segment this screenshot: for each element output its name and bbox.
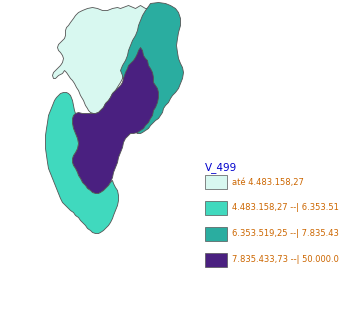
Text: até 4.483.158,27: até 4.483.158,27 xyxy=(232,178,304,187)
Text: 6.353.519,25 --| 7.835.43: 6.353.519,25 --| 7.835.43 xyxy=(232,229,339,239)
Text: V_499: V_499 xyxy=(205,162,237,173)
Bar xyxy=(205,175,227,189)
Text: 7.835.433,73 --| 50.000.0: 7.835.433,73 --| 50.000.0 xyxy=(232,256,339,265)
Bar xyxy=(205,201,227,215)
Bar xyxy=(205,253,227,267)
Text: 4.483.158,27 --| 6.353.51: 4.483.158,27 --| 6.353.51 xyxy=(232,203,339,212)
Bar xyxy=(205,227,227,241)
